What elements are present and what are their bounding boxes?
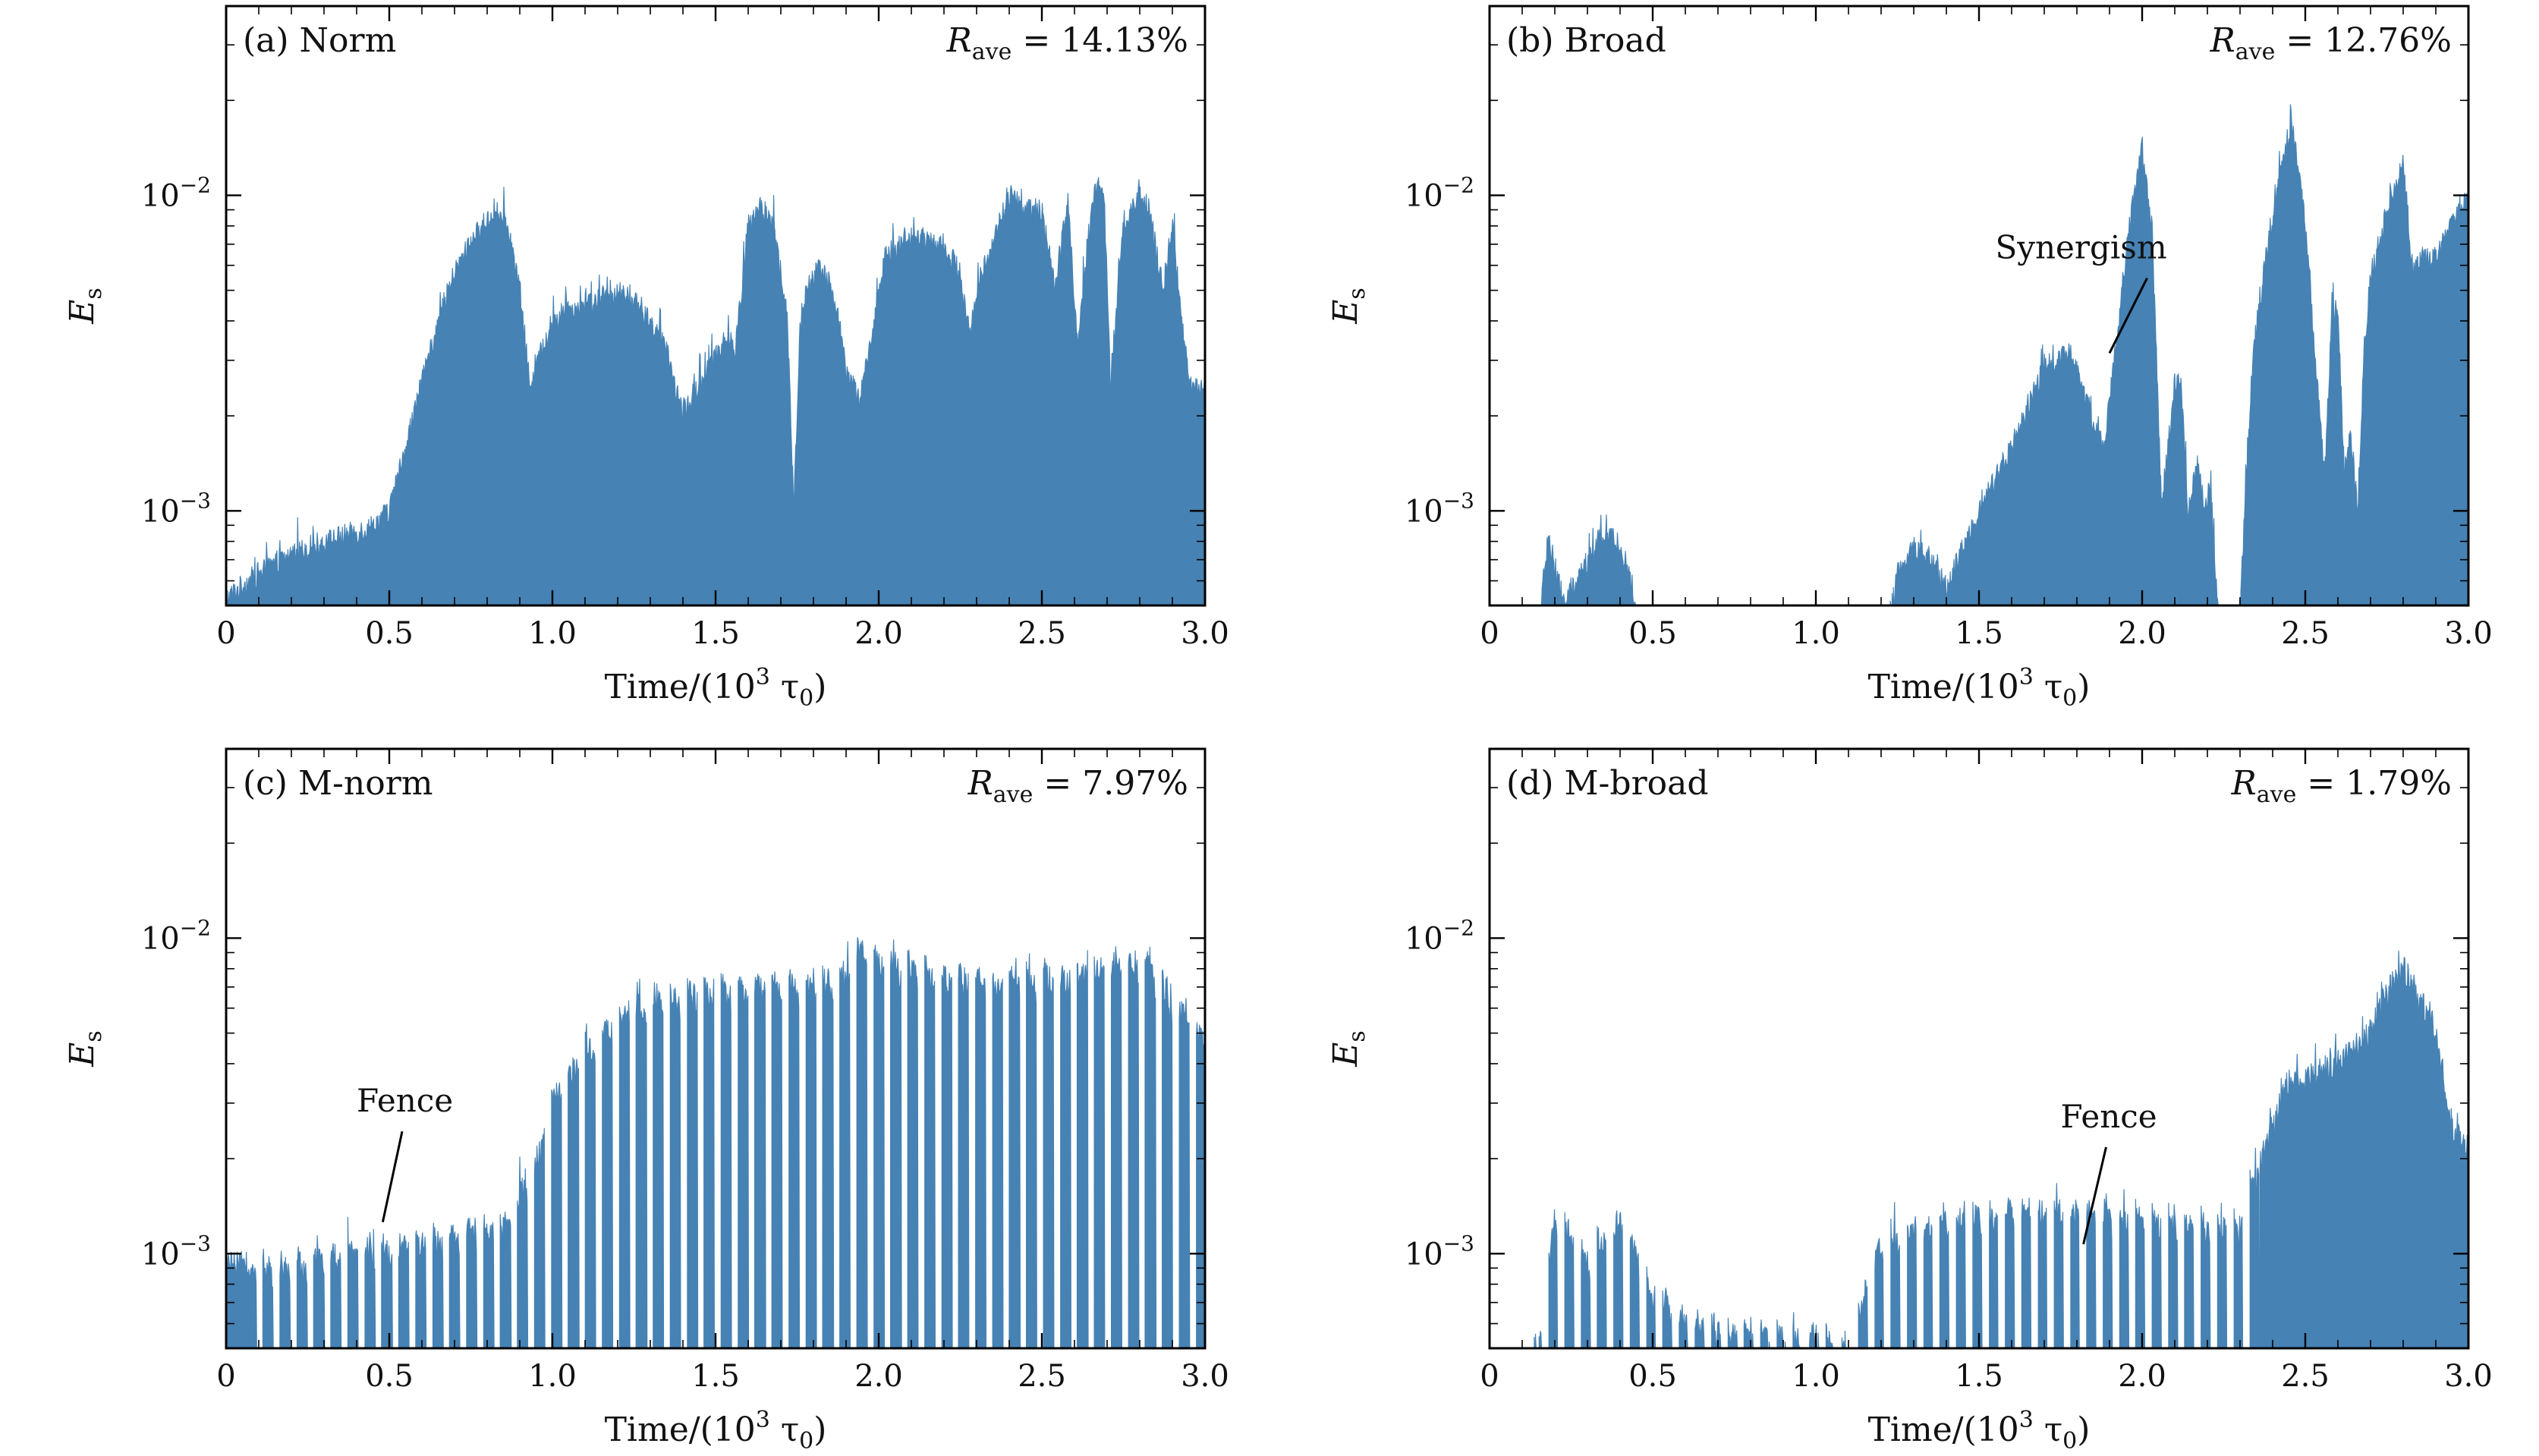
x-tick-label: 2.5	[1018, 616, 1066, 651]
x-tick-label: 0.5	[1628, 616, 1677, 651]
panel-broad: 0 0.5 1.0 1.5 2.0 2.5 3.0 10−3 10−2 Time/(103 τ0)…	[1326, 5, 2493, 712]
series-area	[1540, 104, 2468, 605]
x-tick-label: 2.5	[2281, 616, 2330, 651]
annotation-pointer	[381, 1131, 404, 1222]
annotation-text: Synergism	[1996, 229, 2167, 266]
x-tick-label: 1.5	[1955, 1359, 2003, 1394]
x-axis-label: Time/(103 τ0)	[1868, 1407, 2091, 1454]
rave-label: Rave = 14.13%	[946, 21, 1188, 65]
x-tick-label: 2.0	[2118, 616, 2166, 651]
x-axis-label: Time/(103 τ0)	[605, 664, 827, 712]
x-tick-label: 2.0	[2118, 1359, 2166, 1394]
panel-m-norm: 0 0.5 1.0 1.5 2.0 2.5 3.0 10−3 10−2 Time/(103 τ0)…	[63, 747, 1229, 1454]
y-tick-label: 10−2	[1405, 915, 1474, 956]
panel-title: (d) M-broad	[1506, 764, 1709, 803]
x-tick-label: 0	[216, 1359, 235, 1394]
rave-label: Rave = 1.79%	[2231, 764, 2452, 808]
x-tick-label: 1.5	[691, 616, 740, 651]
rave-label: Rave = 7.97%	[967, 764, 1188, 808]
x-tick-label: 1.0	[528, 616, 577, 651]
y-tick-label: 10−3	[141, 488, 211, 529]
annotation-pointer	[2108, 277, 2148, 354]
x-tick-label: 0	[216, 616, 235, 651]
x-axis-label: Time/(103 τ0)	[1868, 664, 2091, 712]
y-tick-label: 10−2	[1405, 172, 1474, 213]
series-area	[226, 937, 1205, 1348]
series-area	[1534, 950, 2468, 1348]
y-axis-label: Es	[1326, 288, 1370, 325]
x-tick-label: 3.0	[1181, 1359, 1229, 1394]
x-tick-label: 1.5	[691, 1359, 740, 1394]
series-area	[226, 177, 1205, 605]
x-tick-label: 0.5	[365, 1359, 414, 1394]
x-tick-label: 3.0	[1181, 616, 1229, 651]
x-tick-label: 3.0	[2444, 1359, 2493, 1394]
x-tick-label: 1.5	[1955, 616, 2003, 651]
x-tick-label: 2.0	[854, 1359, 903, 1394]
x-tick-label: 2.5	[1018, 1359, 1066, 1394]
y-tick-label: 10−2	[141, 172, 211, 213]
x-tick-label: 0	[1480, 616, 1499, 651]
annotation-pointer	[2082, 1146, 2107, 1245]
y-axis-label: Es	[63, 288, 107, 325]
x-tick-label: 0.5	[1628, 1359, 1677, 1394]
y-axis-label: Es	[1326, 1030, 1370, 1068]
y-tick-label: 10−3	[141, 1231, 211, 1272]
x-tick-label: 1.0	[1792, 616, 1840, 651]
y-tick-label: 10−3	[1405, 1231, 1474, 1272]
annotation-text: Fence	[2061, 1098, 2157, 1135]
panel-title: (b) Broad	[1506, 21, 1666, 60]
panel-norm: 0 0.5 1.0 1.5 2.0 2.5 3.0 10−3 10−2 Time/(103 τ0)…	[63, 5, 1229, 712]
x-tick-label: 0	[1480, 1359, 1499, 1394]
annotation-text: Fence	[357, 1082, 453, 1119]
y-tick-label: 10−2	[141, 915, 211, 956]
x-tick-label: 2.0	[854, 616, 903, 651]
y-tick-label: 10−3	[1405, 488, 1474, 529]
panel-m-broad: 0 0.5 1.0 1.5 2.0 2.5 3.0 10−3 10−2 Time/(103 τ0)…	[1326, 747, 2493, 1454]
rave-label: Rave = 12.76%	[2210, 21, 2452, 65]
y-axis-label: Es	[63, 1030, 107, 1068]
x-tick-label: 3.0	[2444, 616, 2493, 651]
x-tick-label: 1.0	[1792, 1359, 1840, 1394]
x-tick-label: 0.5	[365, 616, 414, 651]
x-tick-label: 1.0	[528, 1359, 577, 1394]
panel-title: (c) M-norm	[243, 764, 433, 803]
x-tick-label: 2.5	[2281, 1359, 2330, 1394]
x-axis-label: Time/(103 τ0)	[605, 1407, 827, 1454]
panel-title: (a) Norm	[243, 21, 396, 60]
